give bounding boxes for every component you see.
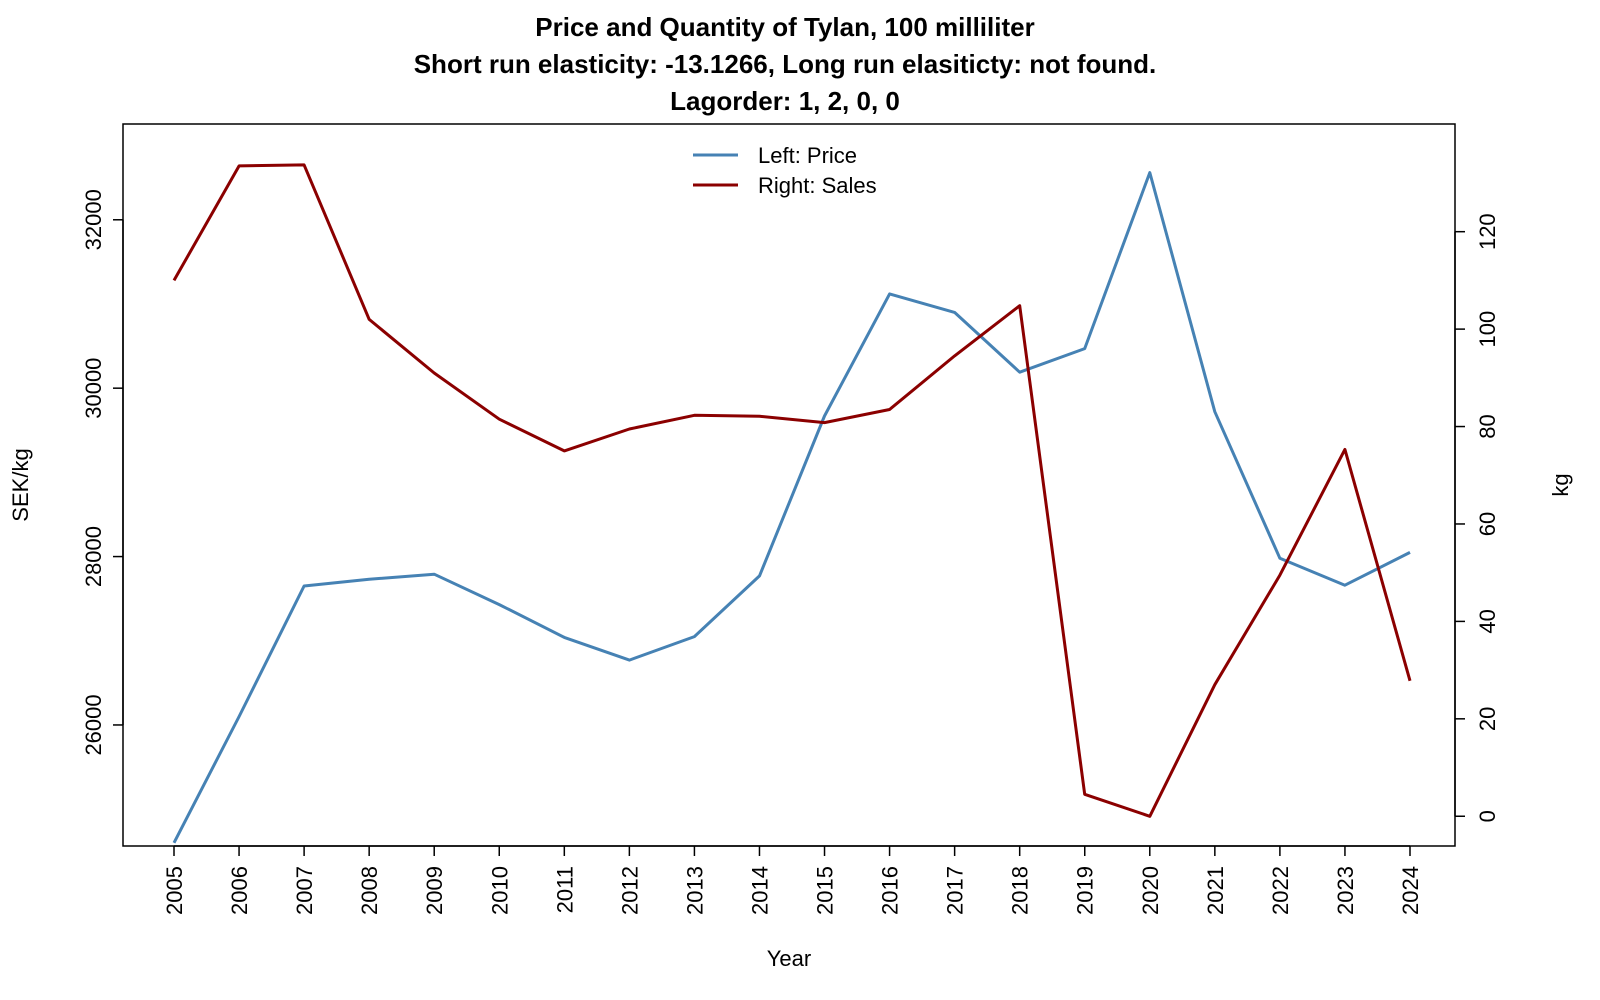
right-tick-label: 120 [1475, 213, 1500, 250]
right-y-axis-label: kg [1548, 473, 1573, 496]
right-tick-label: 20 [1475, 707, 1500, 731]
x-tick-label: 2010 [487, 866, 512, 915]
left-tick-label: 28000 [81, 526, 106, 587]
legend-label-sales: Right: Sales [758, 173, 877, 198]
x-tick-label: 2009 [422, 866, 447, 915]
right-tick-label: 60 [1475, 512, 1500, 536]
price-series-line [172, 171, 1411, 844]
right-y-axis: 0 20 40 60 80 100 120 [1454, 213, 1500, 822]
x-tick-label: 2015 [813, 866, 838, 915]
left-y-axis-label: SEK/kg [8, 448, 33, 521]
x-tick-label: 2013 [682, 866, 707, 915]
series-layer [172, 163, 1412, 844]
legend: Left: Price Right: Sales [693, 143, 877, 198]
x-tick-label: 2023 [1333, 866, 1358, 915]
x-tick-label: 2008 [357, 866, 382, 915]
x-tick-label: 2021 [1203, 866, 1228, 915]
legend-label-price: Left: Price [758, 143, 857, 168]
chart-title-line-3: Lagorder: 1, 2, 0, 0 [670, 86, 900, 116]
x-tick-label: 2005 [162, 866, 187, 915]
x-tick-label: 2017 [943, 866, 968, 915]
chart-title-line-1: Price and Quantity of Tylan, 100 millili… [535, 12, 1034, 42]
right-tick-label: 80 [1475, 414, 1500, 438]
x-tick-label: 2012 [617, 866, 642, 915]
left-tick-label: 32000 [81, 189, 106, 250]
x-tick-label: 2014 [747, 866, 772, 915]
left-tick-label: 30000 [81, 358, 106, 419]
chart-title-line-2: Short run elasticity: -13.1266, Long run… [414, 49, 1157, 79]
x-tick-label: 2006 [227, 866, 252, 915]
right-tick-label: 40 [1475, 609, 1500, 633]
right-tick-label: 0 [1475, 810, 1500, 822]
x-tick-label: 2019 [1073, 866, 1098, 915]
sales-series-line [172, 163, 1412, 818]
left-y-axis: 26000 28000 30000 32000 [81, 189, 124, 756]
x-tick-label: 2022 [1268, 866, 1293, 915]
x-tick-label: 2024 [1398, 866, 1423, 915]
x-axis: 2005 2006 2007 2008 2009 2010 2011 2012 2013 2014… [162, 845, 1423, 915]
x-tick-label: 2007 [292, 866, 317, 915]
x-axis-label: Year [767, 946, 811, 971]
x-tick-label: 2018 [1008, 866, 1033, 915]
x-tick-label: 2020 [1138, 866, 1163, 915]
plot-frame [122, 123, 1456, 847]
left-tick-label: 26000 [81, 694, 106, 755]
right-tick-label: 100 [1475, 311, 1500, 348]
x-tick-label: 2016 [878, 866, 903, 915]
x-tick-label: 2011 [552, 866, 577, 913]
